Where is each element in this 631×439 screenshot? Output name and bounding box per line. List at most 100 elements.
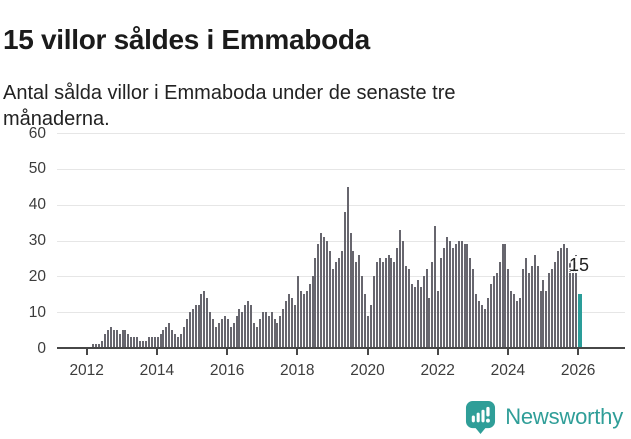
bar <box>258 319 261 348</box>
bar <box>288 294 291 348</box>
bar <box>530 265 533 348</box>
bar <box>256 326 259 348</box>
bar <box>127 333 130 348</box>
bar <box>218 322 221 348</box>
bar <box>425 269 428 348</box>
bar <box>337 258 340 348</box>
bar <box>153 337 156 348</box>
bar <box>296 276 299 348</box>
bar <box>554 262 557 348</box>
y-axis-tick-label: 0 <box>37 339 46 357</box>
bar <box>98 344 101 348</box>
bar <box>560 247 563 348</box>
bar <box>495 272 498 348</box>
bar <box>384 258 387 348</box>
bar <box>191 308 194 348</box>
bar <box>194 305 197 348</box>
bar <box>326 240 329 348</box>
bar <box>410 283 413 348</box>
bar <box>399 229 402 348</box>
bar <box>220 319 223 348</box>
bar <box>542 279 545 348</box>
bar <box>264 312 267 348</box>
bar <box>393 262 396 348</box>
bar <box>504 244 507 348</box>
bar <box>305 290 308 348</box>
bar <box>466 244 469 348</box>
bar <box>355 262 358 348</box>
x-axis-tick <box>155 349 158 355</box>
bar <box>162 330 165 348</box>
bar <box>294 305 297 348</box>
chart-subtitle: Antal sålda villor i Emmaboda under de s… <box>3 82 456 130</box>
bar <box>291 297 294 348</box>
bar <box>171 330 174 348</box>
x-axis-tick <box>296 349 299 355</box>
x-axis-line <box>57 347 625 349</box>
bar <box>177 337 180 348</box>
bar <box>501 244 504 348</box>
bar <box>562 244 565 348</box>
bar <box>188 312 191 348</box>
bar <box>378 258 381 348</box>
bar <box>124 330 127 348</box>
bar <box>527 272 530 348</box>
bar <box>182 326 185 348</box>
y-axis-tick-label: 10 <box>28 303 46 321</box>
bar <box>478 301 481 348</box>
bar <box>314 258 317 348</box>
bar <box>142 340 145 348</box>
y-axis-tick-label: 30 <box>28 232 46 249</box>
bar <box>311 276 314 348</box>
bar <box>279 315 282 348</box>
bar <box>250 305 253 348</box>
bar <box>267 315 270 348</box>
bar <box>454 244 457 348</box>
newsworthy-logo-icon <box>465 400 496 434</box>
bar <box>203 290 206 348</box>
bar <box>387 254 390 348</box>
bar <box>463 244 466 348</box>
bar <box>317 244 320 348</box>
bar <box>416 279 419 348</box>
bar <box>273 319 276 348</box>
bar <box>238 308 241 348</box>
bar <box>510 290 513 348</box>
bar <box>364 294 367 348</box>
bar <box>516 301 519 348</box>
bar <box>489 283 492 348</box>
bar <box>235 315 238 348</box>
bar <box>180 333 183 348</box>
bar <box>352 251 355 348</box>
bar <box>548 272 551 348</box>
bar <box>185 319 188 348</box>
bar <box>241 312 244 348</box>
bar <box>405 265 408 348</box>
bar <box>121 330 124 348</box>
x-axis-tick-label: 2026 <box>560 362 596 379</box>
y-axis-tick-label: 40 <box>28 196 46 214</box>
bar <box>460 240 463 348</box>
bar <box>522 269 525 348</box>
bar <box>209 312 212 348</box>
bar <box>165 326 168 348</box>
bar <box>408 269 411 348</box>
bar <box>513 294 516 348</box>
bar <box>340 251 343 348</box>
bar <box>106 330 109 348</box>
bar <box>130 337 133 348</box>
x-axis-tick-label: 2018 <box>280 362 315 379</box>
bar <box>440 258 443 348</box>
y-axis-tick-label: 20 <box>28 267 46 285</box>
bar <box>484 308 487 348</box>
bar <box>524 258 527 348</box>
bar <box>253 322 256 348</box>
bar <box>206 297 209 348</box>
x-axis-tick <box>85 349 88 355</box>
bar <box>486 297 489 348</box>
newsworthy-brand-link[interactable]: Newsworthy <box>465 399 623 435</box>
bar <box>308 283 311 348</box>
bar <box>118 333 121 348</box>
bar <box>332 269 335 348</box>
x-axis-tick-label: 2016 <box>209 362 245 379</box>
